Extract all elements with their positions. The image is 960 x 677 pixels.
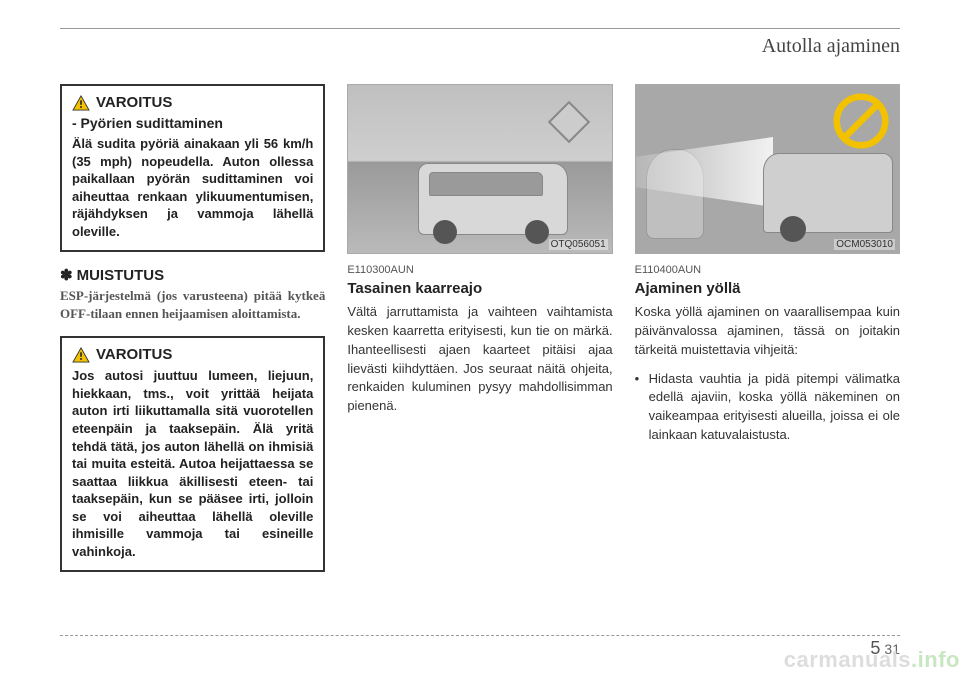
body-text-curve: Vältä jarruttamista ja vaihteen vaihtami… bbox=[347, 303, 612, 416]
bullet-item-1: • Hidasta vauhtia ja pidä pitempi välima… bbox=[635, 370, 900, 445]
warning-title-2: VAROITUS bbox=[96, 346, 172, 363]
column-1: VAROITUS - Pyörien sudittaminen Älä sudi… bbox=[60, 84, 325, 586]
columns: VAROITUS - Pyörien sudittaminen Älä sudi… bbox=[60, 84, 900, 586]
van-art bbox=[418, 163, 568, 235]
note-star-icon: ✽ bbox=[60, 267, 72, 284]
warning-subtitle-1: - Pyörien sudittaminen bbox=[72, 115, 313, 131]
page: Autolla ajaminen VAROITUS - Pyörien sudi… bbox=[0, 0, 960, 677]
warning-title-1: VAROITUS bbox=[96, 94, 172, 111]
van-window-art bbox=[429, 172, 543, 196]
bullet-mark-icon: • bbox=[635, 370, 649, 445]
warning-box-2: VAROITUS Jos autosi juuttuu lumeen, liej… bbox=[60, 336, 325, 572]
heading-night: Ajaminen yöllä bbox=[635, 280, 900, 297]
figure-label-1: OTQ056051 bbox=[549, 239, 608, 250]
warning-box-1: VAROITUS - Pyörien sudittaminen Älä sudi… bbox=[60, 84, 325, 252]
watermark-text-a: carmanuals bbox=[784, 647, 911, 672]
note-text: ESP-järjestelmä (jos varusteena) pitää k… bbox=[60, 287, 325, 322]
column-3: OCM053010 E110400AUN Ajaminen yöllä Kosk… bbox=[635, 84, 900, 586]
ref-code-2: E110400AUN bbox=[635, 264, 900, 276]
warning-text-2: Jos autosi juuttuu lumeen, liejuun, hiek… bbox=[72, 367, 313, 560]
section-title: Autolla ajaminen bbox=[60, 35, 900, 58]
ref-code-1: E110300AUN bbox=[347, 264, 612, 276]
footer: 531 bbox=[60, 635, 900, 659]
figure-curve-driving: OTQ056051 bbox=[347, 84, 612, 254]
heading-curve: Tasainen kaarreajo bbox=[347, 280, 612, 297]
note-title: MUISTUTUS bbox=[77, 267, 165, 284]
suv-art bbox=[763, 153, 893, 233]
watermark-text-b: . bbox=[911, 647, 918, 672]
column-2: OTQ056051 E110300AUN Tasainen kaarreajo … bbox=[347, 84, 612, 586]
warning-header-2: VAROITUS bbox=[72, 346, 313, 363]
figure-label-2: OCM053010 bbox=[834, 239, 895, 250]
body-text-night-intro: Koska yöllä ajaminen on vaarallisempaa k… bbox=[635, 303, 900, 360]
warning-triangle-icon bbox=[72, 347, 90, 363]
figure-night-driving: OCM053010 bbox=[635, 84, 900, 254]
warning-header-1: VAROITUS bbox=[72, 94, 313, 111]
header-rule bbox=[60, 28, 900, 29]
warning-triangle-icon bbox=[72, 95, 90, 111]
warning-text-1: Älä sudita pyöriä ainakaan yli 56 km/h (… bbox=[72, 135, 313, 240]
bullet-text-1: Hidasta vauhtia ja pidä pitempi välimat­… bbox=[649, 370, 900, 445]
watermark-text-c: info bbox=[918, 647, 960, 672]
prohibition-sign-icon bbox=[833, 93, 889, 149]
note-header: ✽ MUISTUTUS bbox=[60, 266, 325, 284]
watermark: carmanuals.info bbox=[784, 647, 960, 673]
